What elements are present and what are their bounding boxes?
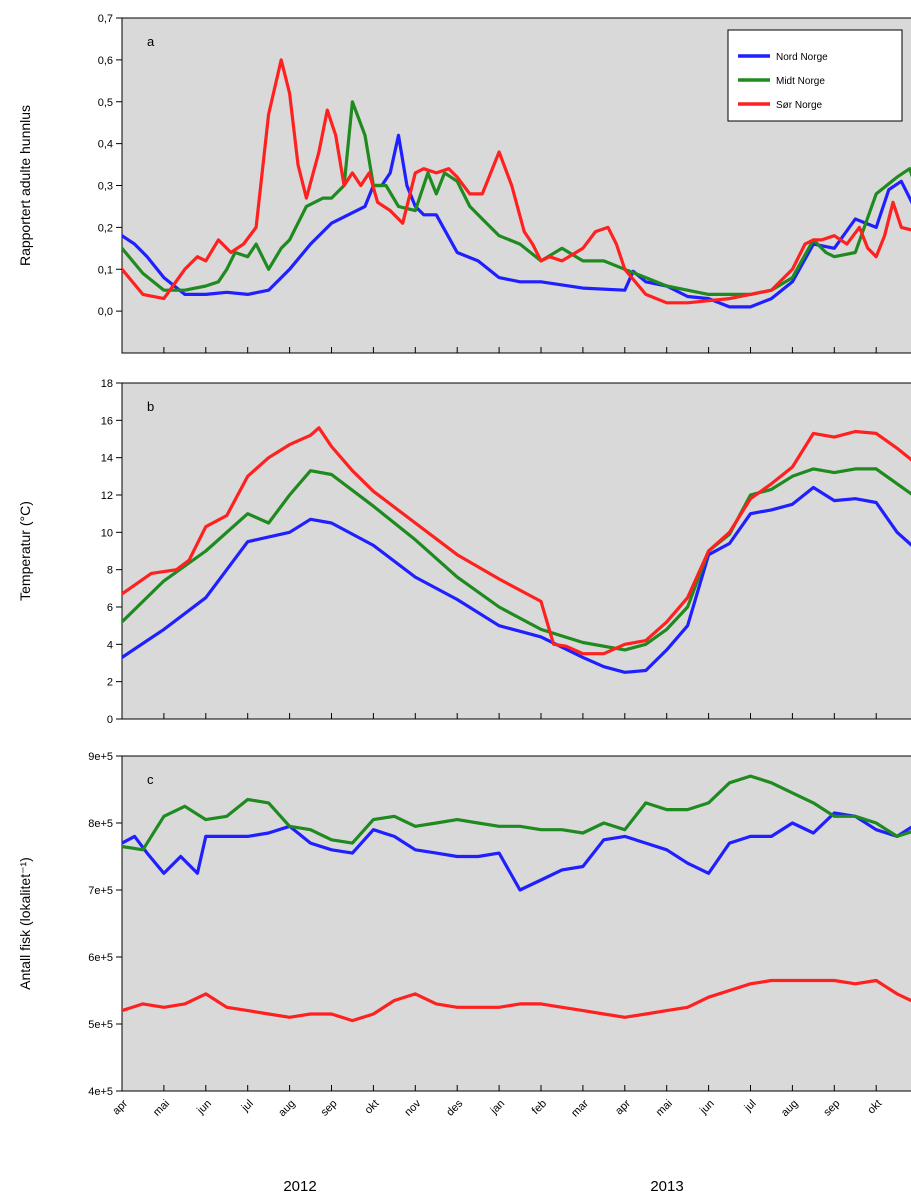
y-axis-title-b: Temperatur (°C) — [17, 501, 33, 601]
y-tick-label: 0 — [107, 714, 113, 726]
panel-letter-b: b — [147, 399, 154, 414]
x-tick-label: feb — [530, 1098, 549, 1117]
y-tick-label: 0,6 — [98, 55, 113, 67]
x-tick-label: jun — [697, 1098, 717, 1118]
x-tick-label: des — [444, 1097, 465, 1118]
y-tick-label: 0,3 — [98, 181, 113, 193]
y-tick-label: 0,4 — [98, 139, 113, 151]
y-tick-label: 4e+5 — [88, 1086, 113, 1098]
y-tick-label: 7e+5 — [88, 885, 113, 897]
series-line-sor-b — [122, 426, 911, 656]
legend-label-sor: Sør Norge — [776, 100, 823, 111]
series-line-nord-c — [122, 811, 911, 892]
y-axis-title-a: Rapportert adulte hunnlus — [17, 105, 33, 266]
y-tick-label: 9e+5 — [88, 751, 113, 763]
y-tick-label: 0,2 — [98, 222, 113, 234]
x-tick-label: mar — [569, 1097, 591, 1119]
series-line-sor-c — [122, 978, 911, 1023]
legend: Nord Norge Midt Norge Sør Norge — [727, 29, 903, 122]
legend-label-midt: Midt Norge — [776, 76, 825, 87]
panel-letter-a: a — [147, 34, 155, 49]
y-tick-label: 4 — [107, 639, 113, 651]
x-tick-label: jun — [194, 1098, 214, 1118]
y-tick-label: 12 — [101, 490, 113, 502]
x-tick-label: jul — [742, 1098, 759, 1115]
x-tick-label: jan — [488, 1098, 508, 1118]
series-line-midt-b — [122, 467, 911, 652]
year-label-2012: 2012 — [283, 1178, 316, 1195]
panel-c: 4e+5 5e+5 6e+5 7e+5 8e+5 9e+5 c Antall fisk (lo… — [17, 751, 911, 1098]
series-line-sor-a — [122, 58, 911, 305]
panel-letter-c: c — [147, 772, 154, 787]
y-tick-label: 18 — [101, 378, 113, 390]
panel-b: 0 2 4 6 8 10 12 14 16 18 b Temperatur (°C) — [17, 378, 911, 726]
y-tick-label: 10 — [101, 527, 113, 539]
x-tick-label: aug — [276, 1098, 297, 1119]
x-tick-label: aug — [779, 1098, 800, 1119]
series-line-nord-a — [122, 133, 911, 309]
year-label-2013: 2013 — [650, 1178, 683, 1195]
y-tick-label: 8 — [107, 565, 113, 577]
legend-label-nord: Nord Norge — [776, 52, 828, 63]
x-tick-label: mai — [151, 1098, 172, 1119]
y-tick-label: 0,7 — [98, 13, 113, 25]
x-tick-label: apr — [613, 1097, 633, 1117]
y-tick-label: 8e+5 — [88, 818, 113, 830]
y-tick-label: 5e+5 — [88, 1019, 113, 1031]
y-axis-title-c: Antall fisk (lokalitet⁻¹) — [17, 857, 33, 990]
x-tick-label: mai — [654, 1098, 675, 1119]
x-axis-month-labels: apr mai jun jul aug sep okt nov des jan feb mar apr m… — [110, 1097, 884, 1119]
y-tick-label: 6e+5 — [88, 952, 113, 964]
y-tick-label: 2 — [107, 677, 113, 689]
legend-box — [727, 29, 903, 122]
series-line-midt-a — [122, 100, 911, 296]
series-line-nord-b — [122, 485, 911, 674]
y-tick-label: 6 — [107, 602, 113, 614]
plot-area-c — [121, 755, 911, 1092]
x-tick-label: nov — [402, 1097, 423, 1118]
x-tick-label: apr — [110, 1097, 130, 1117]
series-line-midt-c — [122, 774, 911, 852]
x-tick-label: okt — [363, 1098, 382, 1117]
y-tick-label: 0,0 — [98, 306, 113, 318]
x-tick-label: okt — [865, 1098, 884, 1117]
x-tick-label: sep — [319, 1098, 340, 1119]
plot-area-b — [121, 382, 911, 720]
y-tick-label: 14 — [101, 453, 113, 465]
y-tick-label: 0,1 — [98, 264, 113, 276]
x-tick-label: jul — [239, 1098, 256, 1115]
x-tick-label: sep — [821, 1098, 842, 1119]
y-tick-label: 0,5 — [98, 97, 113, 109]
y-tick-label: 16 — [101, 415, 113, 427]
